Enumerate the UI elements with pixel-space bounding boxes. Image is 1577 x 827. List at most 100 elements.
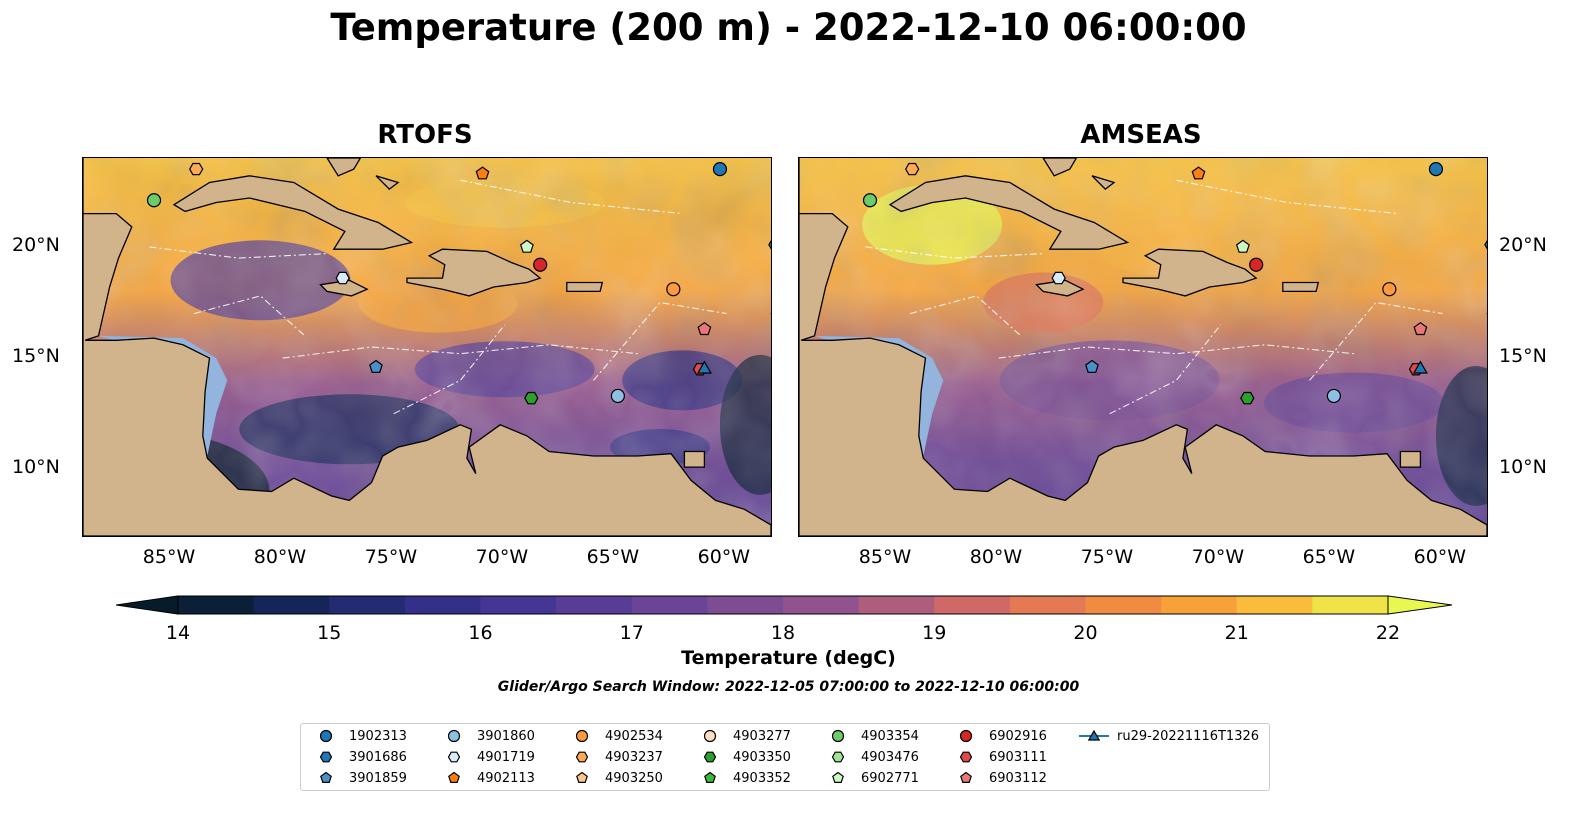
lon-tick-label: 80°W (253, 546, 307, 568)
glider-marker (696, 360, 712, 374)
legend-label: 4903352 (733, 770, 791, 786)
amseas-map[interactable] (798, 157, 1488, 537)
land (683, 450, 706, 468)
float-marker-4902534 (1382, 282, 1397, 297)
legend-item: 3901686 (309, 747, 407, 767)
legend-marker-icon (704, 771, 716, 783)
legend-marker-icon (959, 751, 973, 763)
legend-label: 4901719 (477, 749, 535, 765)
lon-tick-label: 65°W (586, 546, 640, 568)
float-marker-4903237 (905, 162, 920, 176)
float-marker-3901859 (1085, 359, 1099, 373)
search-window-text: Glider/Argo Search Window: 2022-12-05 07… (497, 679, 1080, 695)
rtofs-map-svg (83, 158, 771, 536)
colorbar-cell (783, 596, 860, 614)
lat-tick-label: 10°N (1499, 456, 1547, 479)
legend-item: ru29-20221116T1326 (1077, 726, 1259, 746)
lat-tick-label: 15°N (1499, 345, 1547, 368)
legend-marker-icon (447, 729, 461, 743)
eez-boundary (193, 295, 306, 337)
float-marker-6903112 (1413, 321, 1428, 336)
colorbar-extend-min (116, 595, 179, 615)
colorbar-cell (1161, 596, 1238, 614)
lon-tick-label: 70°W (1191, 546, 1245, 568)
legend-item: 4902113 (437, 768, 535, 788)
lon-tick-label: 85°W (858, 546, 912, 568)
float-marker-1902313 (1428, 162, 1444, 177)
eez-boundary (1109, 324, 1222, 415)
legend-marker-icon (447, 751, 461, 763)
legend-marker-icon (319, 729, 333, 743)
legend-item: 4903354 (821, 726, 919, 746)
colorbar-label: Temperature (degC) (681, 647, 896, 669)
legend-marker-icon (832, 771, 844, 783)
panel-title-rtofs: RTOFS (377, 120, 473, 150)
colorbar-tick-label: 21 (1224, 622, 1249, 644)
land (799, 158, 1487, 536)
legend-item: 4901719 (437, 747, 535, 767)
legend-marker-icon (575, 729, 589, 743)
legend-label: 4903250 (605, 770, 663, 786)
lon-tick-label: 75°W (364, 546, 418, 568)
float-marker-4902534 (666, 282, 681, 297)
legend-label: 6902916 (989, 728, 1047, 744)
eez-boundary (593, 301, 727, 381)
legend-item: 4903250 (565, 768, 663, 788)
float-marker-4903354 (146, 193, 162, 208)
legend-label: ru29-20221116T1326 (1117, 728, 1260, 744)
float-marker-4903350 (1240, 391, 1255, 405)
land (1399, 450, 1422, 468)
float-marker-3901860 (1326, 388, 1341, 404)
float-marker-4901719 (335, 271, 350, 285)
legend-label: 4902534 (605, 728, 663, 744)
rtofs-map[interactable] (82, 157, 772, 537)
legend-label: 3901860 (477, 728, 535, 744)
float-marker-6902916 (1249, 257, 1264, 272)
legend-marker-icon (575, 751, 589, 763)
float-marker-4903350 (524, 391, 539, 405)
colorbar-cell (707, 596, 784, 614)
legend-label: 3901859 (349, 770, 407, 786)
float-marker-4902113 (1191, 166, 1206, 180)
legend-item: 6902771 (821, 768, 919, 788)
colorbar-cell (480, 596, 557, 614)
panel-title-amseas: AMSEAS (1080, 120, 1202, 150)
legend-item: 4903237 (565, 747, 663, 767)
legend-item: 6902916 (949, 726, 1047, 746)
colorbar-tick-label: 16 (468, 622, 493, 644)
legend-marker-icon (959, 729, 973, 743)
colorbar-cell (1312, 596, 1389, 614)
lon-tick-label: 85°W (142, 546, 196, 568)
colorbar-tick-label: 17 (619, 622, 644, 644)
legend-marker-icon (448, 771, 460, 783)
colorbar-cell (556, 596, 633, 614)
colorbar-tick-label: 18 (770, 622, 796, 644)
legend-marker-icon (960, 771, 972, 783)
legend-item: 6903112 (949, 768, 1047, 788)
land (1091, 175, 1116, 190)
colorbar-cell (1085, 596, 1162, 614)
float-marker-4903354 (862, 193, 878, 208)
float-marker-6902916 (533, 257, 548, 272)
legend: 1902313 3901686 3901859 3901860 4901719 49021… (300, 723, 1270, 791)
legend-marker-icon (831, 729, 845, 743)
float-marker-4902113 (475, 166, 490, 180)
land (326, 158, 362, 177)
colorbar-tick-label: 15 (317, 622, 342, 644)
eez-boundary (1309, 301, 1443, 381)
lat-tick-label: 15°N (12, 345, 60, 368)
colorbar-cell (934, 596, 1011, 614)
glider-marker (1412, 360, 1428, 374)
legend-marker-icon (1079, 729, 1109, 741)
land (888, 175, 1130, 250)
colorbar-cell (1009, 596, 1086, 614)
colorbar-cell (404, 596, 481, 614)
float-marker-3901860 (610, 388, 625, 404)
float-marker-6903112 (697, 321, 712, 336)
colorbar-tick-label: 14 (165, 622, 191, 644)
lon-tick-label: 60°W (1413, 546, 1467, 568)
legend-item: 4903352 (693, 768, 791, 788)
colorbar-extend-max (1387, 595, 1452, 615)
legend-label: 6903111 (989, 749, 1047, 765)
legend-label: 4903237 (605, 749, 663, 765)
